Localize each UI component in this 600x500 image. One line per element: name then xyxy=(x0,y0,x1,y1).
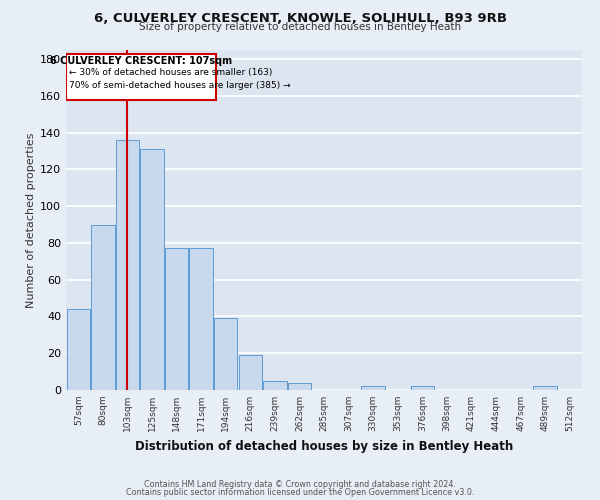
Bar xyxy=(239,355,262,390)
Bar xyxy=(67,54,216,100)
Bar xyxy=(140,149,164,390)
Bar xyxy=(190,248,213,390)
Text: 6, CULVERLEY CRESCENT, KNOWLE, SOLIHULL, B93 9RB: 6, CULVERLEY CRESCENT, KNOWLE, SOLIHULL,… xyxy=(94,12,506,26)
Text: Contains public sector information licensed under the Open Government Licence v3: Contains public sector information licen… xyxy=(126,488,474,497)
Bar xyxy=(165,248,188,390)
Bar xyxy=(67,309,90,390)
Bar xyxy=(116,140,139,390)
Text: 6 CULVERLEY CRESCENT: 107sqm: 6 CULVERLEY CRESCENT: 107sqm xyxy=(50,56,232,66)
Bar xyxy=(361,386,385,390)
X-axis label: Distribution of detached houses by size in Bentley Heath: Distribution of detached houses by size … xyxy=(135,440,513,452)
Y-axis label: Number of detached properties: Number of detached properties xyxy=(26,132,36,308)
Text: 70% of semi-detached houses are larger (385) →: 70% of semi-detached houses are larger (… xyxy=(69,81,290,90)
Bar xyxy=(214,318,238,390)
Bar xyxy=(410,386,434,390)
Bar xyxy=(91,224,115,390)
Text: Size of property relative to detached houses in Bentley Heath: Size of property relative to detached ho… xyxy=(139,22,461,32)
Bar xyxy=(288,382,311,390)
Bar xyxy=(263,381,287,390)
Text: ← 30% of detached houses are smaller (163): ← 30% of detached houses are smaller (16… xyxy=(69,68,272,78)
Bar xyxy=(533,386,557,390)
Text: Contains HM Land Registry data © Crown copyright and database right 2024.: Contains HM Land Registry data © Crown c… xyxy=(144,480,456,489)
